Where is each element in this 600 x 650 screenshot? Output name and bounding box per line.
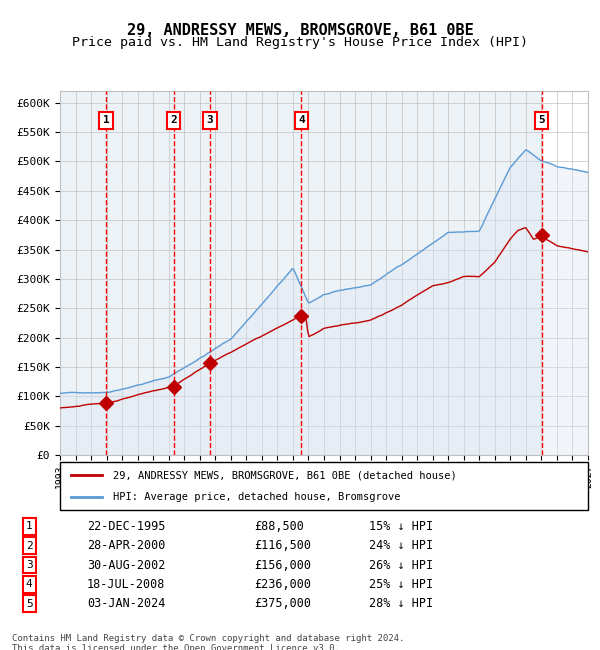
Text: 26% ↓ HPI: 26% ↓ HPI	[369, 558, 433, 571]
Text: 5: 5	[26, 599, 32, 608]
Text: 03-JAN-2024: 03-JAN-2024	[87, 597, 165, 610]
Text: 3: 3	[26, 560, 32, 570]
Text: £375,000: £375,000	[254, 597, 311, 610]
Text: 1: 1	[103, 115, 109, 125]
FancyBboxPatch shape	[60, 462, 588, 510]
Text: 28-APR-2000: 28-APR-2000	[87, 540, 165, 552]
Text: 5: 5	[538, 115, 545, 125]
Text: 29, ANDRESSY MEWS, BROMSGROVE, B61 0BE: 29, ANDRESSY MEWS, BROMSGROVE, B61 0BE	[127, 23, 473, 38]
Text: £156,000: £156,000	[254, 558, 311, 571]
Text: HPI: Average price, detached house, Bromsgrove: HPI: Average price, detached house, Brom…	[113, 491, 400, 502]
Text: £116,500: £116,500	[254, 540, 311, 552]
Text: Price paid vs. HM Land Registry's House Price Index (HPI): Price paid vs. HM Land Registry's House …	[72, 36, 528, 49]
Bar	[60, 91, 542, 455]
Text: 1: 1	[26, 521, 32, 532]
Text: 15% ↓ HPI: 15% ↓ HPI	[369, 520, 433, 533]
Text: 4: 4	[298, 115, 305, 125]
Text: 24% ↓ HPI: 24% ↓ HPI	[369, 540, 433, 552]
Text: 4: 4	[26, 579, 32, 590]
Text: £236,000: £236,000	[254, 578, 311, 591]
Text: 28% ↓ HPI: 28% ↓ HPI	[369, 597, 433, 610]
Text: 18-JUL-2008: 18-JUL-2008	[87, 578, 165, 591]
Text: 2: 2	[170, 115, 177, 125]
Text: 29, ANDRESSY MEWS, BROMSGROVE, B61 0BE (detached house): 29, ANDRESSY MEWS, BROMSGROVE, B61 0BE (…	[113, 470, 457, 480]
Text: 25% ↓ HPI: 25% ↓ HPI	[369, 578, 433, 591]
Text: £88,500: £88,500	[254, 520, 304, 533]
Text: 30-AUG-2002: 30-AUG-2002	[87, 558, 165, 571]
Text: 22-DEC-1995: 22-DEC-1995	[87, 520, 165, 533]
Text: 2: 2	[26, 541, 32, 551]
Text: Contains HM Land Registry data © Crown copyright and database right 2024.
This d: Contains HM Land Registry data © Crown c…	[12, 634, 404, 650]
Text: 3: 3	[206, 115, 214, 125]
